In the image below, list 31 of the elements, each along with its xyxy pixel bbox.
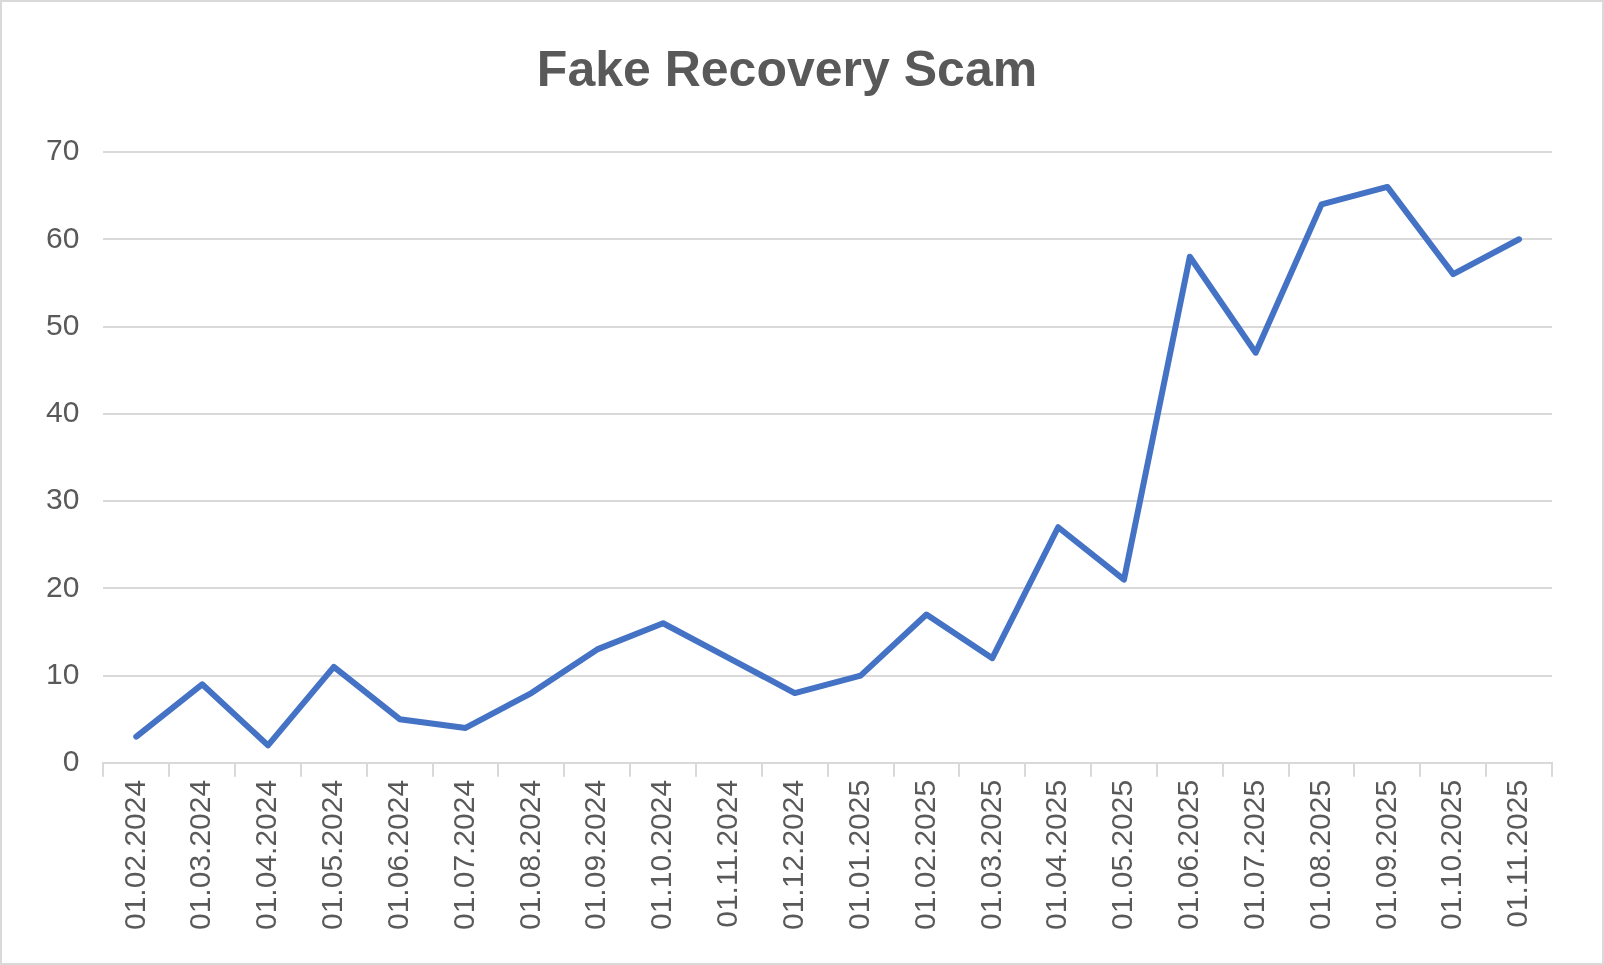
y-tick-label: 70 [45,133,80,167]
y-tick-label: 60 [45,220,80,254]
x-tick-label: 01.07.2024 [446,779,480,931]
x-tick-label: 01.09.2025 [1368,779,1402,931]
x-tick-label: 01.04.2024 [249,779,283,931]
x-tick-label: 01.12.2024 [776,779,810,931]
y-tick-label: 50 [45,307,80,341]
x-tick-label: 01.05.2025 [1105,779,1139,931]
x-tick-label: 01.05.2024 [315,779,349,931]
x-tick-label: 01.11.2025 [1500,779,1534,928]
x-tick-label: 01.07.2025 [1236,779,1270,931]
y-tick-label: 10 [45,656,80,690]
y-tick-label: 40 [45,395,80,429]
y-tick-label: 0 [62,744,80,778]
x-tick-label: 01.08.2025 [1302,779,1336,931]
x-tick-label: 01.03.2024 [183,779,217,931]
x-tick-label: 01.02.2024 [117,779,151,931]
x-tick-label: 01.01.2025 [841,779,875,931]
x-tick-label: 01.10.2024 [644,779,678,931]
x-tick-label: 01.08.2024 [512,779,546,931]
y-tick-label: 30 [45,482,80,516]
x-tick-label: 01.10.2025 [1434,779,1468,931]
x-tick-label: 01.04.2025 [1039,779,1073,931]
x-tick-label: 01.02.2025 [907,779,941,931]
x-tick-label: 01.06.2025 [1171,779,1205,931]
x-tick-label: 01.03.2025 [973,779,1007,931]
x-tick-label: 01.06.2024 [380,779,414,931]
x-tick-label: 01.09.2024 [578,779,612,931]
x-tick-label: 01.11.2024 [710,779,744,928]
y-tick-label: 20 [45,569,80,603]
chart-title: Fake Recovery Scam [536,40,1038,97]
